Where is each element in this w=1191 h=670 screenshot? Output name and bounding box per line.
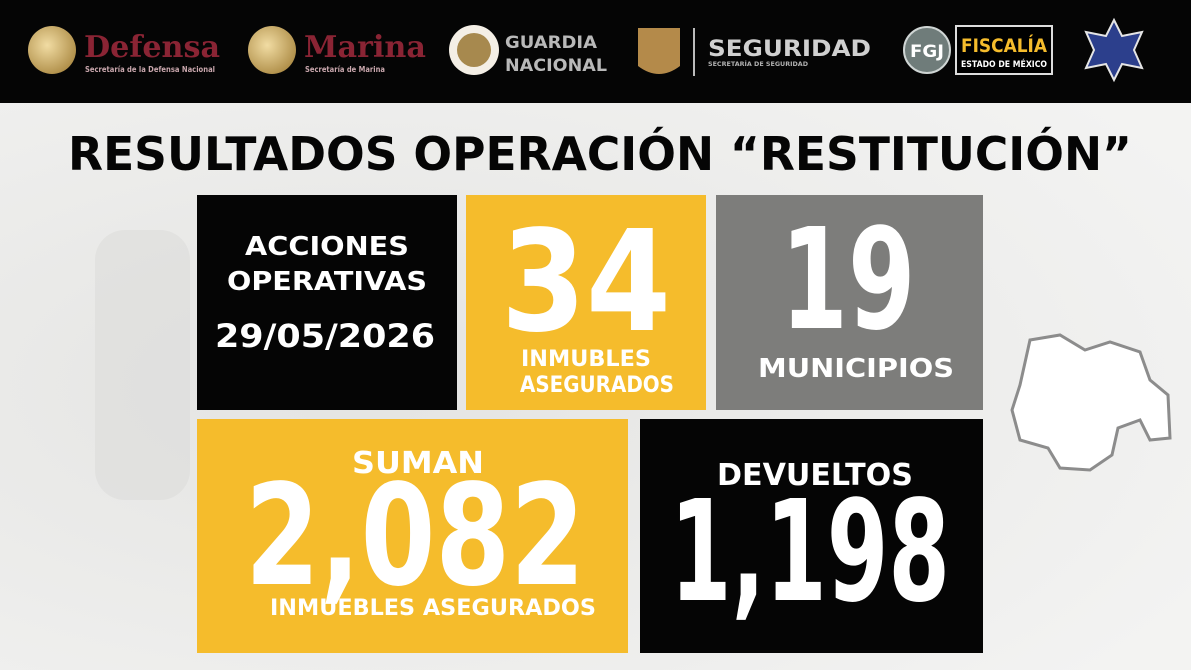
logo-subtitle: ESTADO DE MÉXICO <box>961 58 1047 70</box>
card-label: ASEGURADOS <box>520 373 674 398</box>
card-value: 2,082 <box>245 455 585 618</box>
state-map <box>1010 333 1172 472</box>
logo-name: SEGURIDAD <box>708 37 871 62</box>
logo-name: Marina <box>304 30 426 65</box>
card-heading: SUMAN <box>352 446 484 481</box>
card-label: INMUEBLES ASEGURADOS <box>270 596 596 621</box>
card-label: OPERATIVAS <box>227 267 427 297</box>
card <box>716 195 983 410</box>
logo-name: FISCALÍA <box>961 34 1047 57</box>
card-heading: DEVUELTOS <box>717 458 913 493</box>
logo-line: NACIONAL <box>505 56 607 76</box>
card-value: 1,198 <box>670 471 950 634</box>
card <box>197 419 628 653</box>
title: RESULTADOS OPERACIÓN “RESTITUCIÓN” <box>68 127 1132 181</box>
seal-icon <box>248 26 296 74</box>
logo-line: GUARDIA <box>505 33 598 53</box>
card-label: ACCIONES <box>245 232 409 262</box>
logo-subtitle: Secretaría de la Defensa Nacional <box>85 65 215 74</box>
shield-icon <box>638 28 680 74</box>
logo-name: Defensa <box>84 30 220 65</box>
logo-box <box>955 25 1053 75</box>
card-value: 19 <box>781 199 916 362</box>
badge-icon <box>903 26 951 74</box>
seal-icon <box>28 26 76 74</box>
star-badge <box>1084 17 1144 83</box>
card-date: 29/05/2026 <box>215 317 435 355</box>
logo-subtitle: Secretaría de Marina <box>305 65 385 74</box>
background-figure <box>95 230 190 500</box>
logo-badge: FGJ <box>910 42 944 62</box>
card-label: INMUBLES <box>521 347 651 372</box>
card <box>197 195 457 410</box>
card <box>466 195 706 410</box>
card <box>640 419 983 653</box>
card-label: MUNICIPIOS <box>758 354 954 384</box>
seal-icon <box>457 33 491 67</box>
card-value: 34 <box>501 201 671 364</box>
logo-subtitle: SECRETARÍA DE SEGURIDAD <box>708 60 808 68</box>
